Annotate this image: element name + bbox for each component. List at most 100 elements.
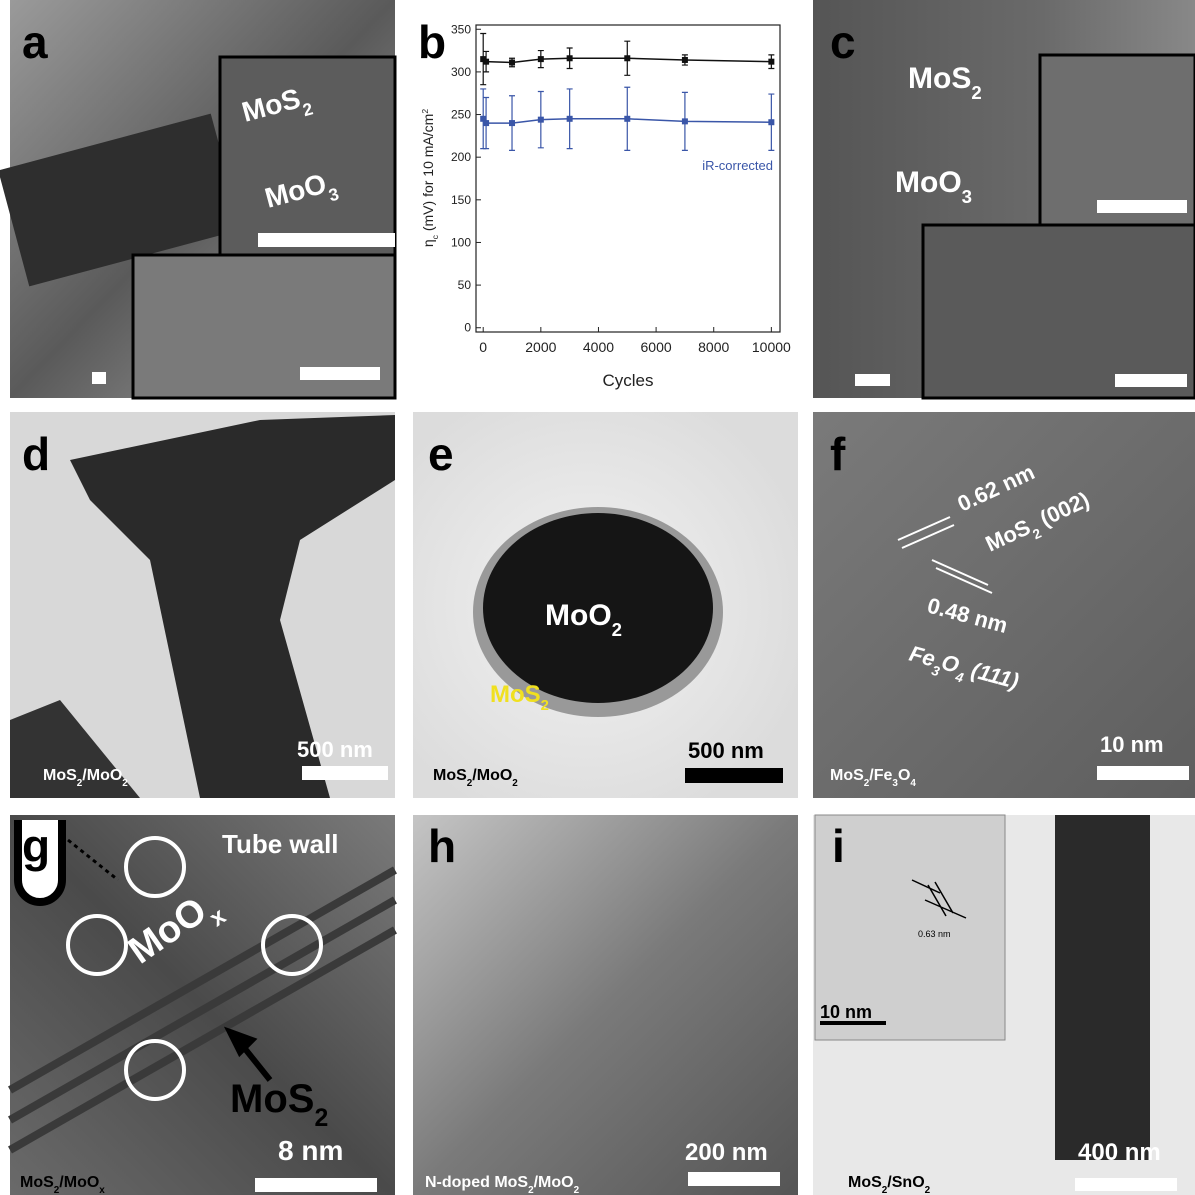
text-segment: MoS bbox=[490, 681, 541, 708]
panel-label: h bbox=[428, 820, 456, 872]
subscript: x bbox=[99, 1185, 105, 1195]
scale-bar bbox=[855, 374, 890, 386]
text-segment: /MoO bbox=[82, 767, 122, 784]
marker bbox=[768, 59, 774, 65]
text-segment: Tube wall bbox=[222, 829, 339, 859]
panel-label: f bbox=[830, 428, 846, 480]
scale-bar bbox=[300, 367, 380, 380]
marker bbox=[682, 57, 688, 63]
marker bbox=[768, 119, 774, 125]
marker bbox=[483, 59, 489, 65]
text-segment: MoS bbox=[830, 767, 864, 784]
text-segment: MoS bbox=[848, 1174, 882, 1191]
text-segment: MoS bbox=[433, 767, 467, 784]
label: 10 nm bbox=[820, 1002, 872, 1022]
text-segment: (mV) for 10 mA/cm bbox=[420, 114, 436, 235]
text-segment: 10 nm bbox=[1100, 732, 1164, 757]
subscript: 2 bbox=[420, 109, 430, 114]
x-tick-label: 2000 bbox=[525, 339, 556, 355]
y-tick-label: 350 bbox=[451, 22, 471, 36]
text-segment: MoS bbox=[908, 62, 971, 95]
marker bbox=[682, 118, 688, 124]
panel-label: a bbox=[22, 16, 48, 68]
subscript: 2 bbox=[314, 1105, 328, 1132]
label: 500 nm bbox=[688, 738, 764, 763]
text-segment: MoS bbox=[20, 1174, 54, 1191]
subscript: 2 bbox=[925, 1185, 931, 1195]
text-segment: 500 nm bbox=[688, 738, 764, 763]
inset bbox=[220, 57, 395, 255]
marker bbox=[538, 56, 544, 62]
text-segment: MoS bbox=[43, 767, 77, 784]
text-segment: /Fe bbox=[869, 767, 892, 784]
nanotube bbox=[1055, 815, 1150, 1160]
page: {"panels": [ {"label": "a", "texts": [["… bbox=[0, 0, 1195, 1195]
subscript: 3 bbox=[962, 186, 972, 207]
y-tick-label: 0 bbox=[464, 321, 471, 335]
text-segment: 200 nm bbox=[685, 1139, 768, 1166]
scale-bar bbox=[92, 372, 106, 384]
text-segment: 400 nm bbox=[1078, 1139, 1161, 1166]
micrograph bbox=[413, 815, 798, 1195]
y-tick-label: 150 bbox=[451, 193, 471, 207]
y-tick-label: 100 bbox=[451, 235, 471, 249]
label: 200 nm bbox=[685, 1139, 768, 1166]
marker bbox=[538, 117, 544, 123]
subscript: 2 bbox=[971, 82, 981, 103]
y-tick-label: 50 bbox=[458, 278, 472, 292]
subscript: 2 bbox=[122, 778, 128, 789]
subscript: 2 bbox=[512, 778, 518, 789]
scale-bar bbox=[302, 766, 388, 780]
text-segment: 8 nm bbox=[278, 1135, 343, 1166]
text-segment: /MoO bbox=[472, 767, 512, 784]
label: 8 nm bbox=[278, 1135, 343, 1166]
marker bbox=[624, 116, 630, 122]
text-segment: η bbox=[420, 239, 436, 247]
y-tick-label: 300 bbox=[451, 65, 471, 79]
x-tick-label: 8000 bbox=[698, 339, 729, 355]
subscript: 2 bbox=[612, 619, 622, 640]
label: 400 nm bbox=[1078, 1139, 1161, 1166]
text-segment: 0.63 nm bbox=[918, 929, 951, 939]
scale-bar bbox=[1115, 374, 1187, 387]
panel-label: c bbox=[830, 16, 856, 68]
subscript: 2 bbox=[541, 698, 549, 714]
figure: aMoS2MoO3bcMoS2MoO3d500 nmMoS2/MoO2eMoO2… bbox=[0, 0, 1195, 1195]
inset bbox=[1040, 55, 1195, 225]
x-axis-label: Cycles bbox=[602, 371, 653, 390]
inset bbox=[923, 225, 1195, 398]
marker bbox=[624, 55, 630, 61]
label: 0.63 nm bbox=[918, 929, 951, 939]
marker bbox=[567, 55, 573, 61]
panel-label: d bbox=[22, 428, 50, 480]
label: 500 nm bbox=[297, 737, 373, 762]
x-tick-label: 0 bbox=[479, 339, 487, 355]
text-segment: N-doped MoS bbox=[425, 1174, 528, 1191]
scale-bar bbox=[1075, 1178, 1177, 1191]
marker bbox=[483, 120, 489, 126]
text-segment: MoS bbox=[230, 1077, 314, 1121]
marker bbox=[567, 116, 573, 122]
y-tick-label: 250 bbox=[451, 108, 471, 122]
panel-label: b bbox=[418, 16, 446, 68]
scale-bar bbox=[1097, 766, 1189, 780]
y-tick-label: 200 bbox=[451, 150, 471, 164]
scale-bar bbox=[688, 1172, 780, 1186]
text-segment: MoO bbox=[895, 166, 962, 199]
text-segment: MoO bbox=[545, 599, 612, 632]
subscript: 4 bbox=[910, 778, 916, 789]
x-tick-label: 10000 bbox=[752, 339, 791, 355]
scale-bar bbox=[255, 1178, 377, 1192]
subscript: 2 bbox=[574, 1185, 580, 1195]
label: Tube wall bbox=[222, 829, 339, 859]
scale-bar bbox=[258, 233, 395, 247]
text-segment: /MoO bbox=[534, 1174, 574, 1191]
panel-label: g bbox=[22, 820, 50, 872]
x-tick-label: 6000 bbox=[641, 339, 672, 355]
label: 10 nm bbox=[1100, 732, 1164, 757]
text-segment: O bbox=[898, 767, 910, 784]
text-segment: 10 nm bbox=[820, 1002, 872, 1022]
marker bbox=[509, 60, 515, 66]
text-segment: /MoO bbox=[59, 1174, 99, 1191]
panel-label: e bbox=[428, 428, 454, 480]
